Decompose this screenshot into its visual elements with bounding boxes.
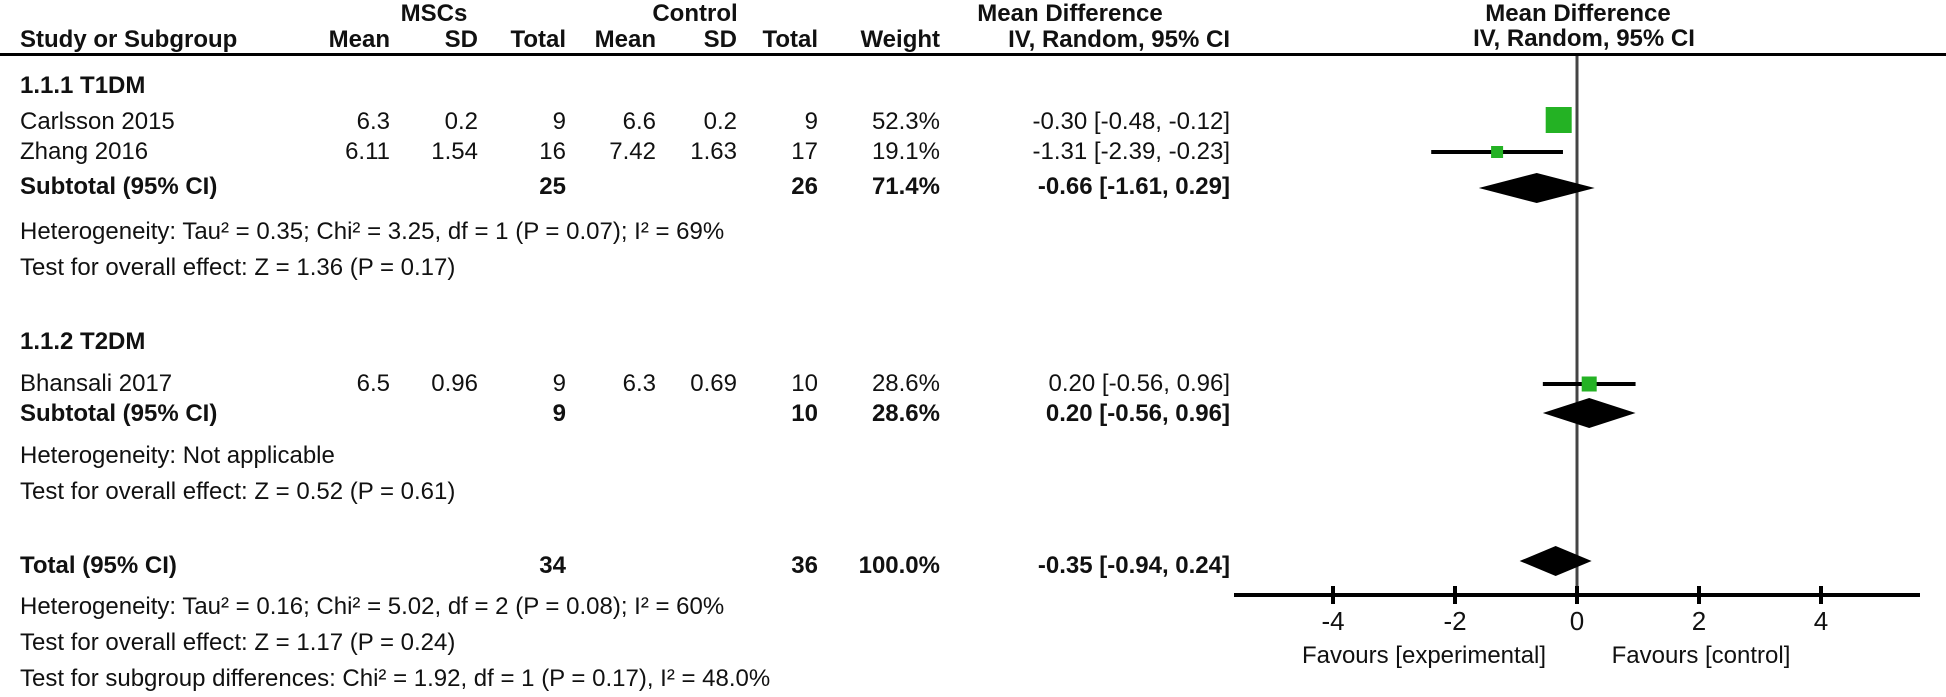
subtotal-row-t1dm: Subtotal (95% CI) 25 26 71.4% -0.66 [-1.…	[20, 172, 1230, 202]
control-sd-value: 1.63	[690, 138, 737, 165]
control-sd-column-header: SD	[703, 26, 737, 53]
overall-effect-line-total: Test for overall effect: Z = 1.17 (P = 0…	[20, 629, 456, 656]
weight-value: 100.0%	[858, 552, 940, 579]
control-sd-value: 0.69	[690, 370, 737, 397]
mscs-total-value: 9	[552, 370, 566, 397]
ci-value: -1.31 [-2.39, -0.23]	[1032, 138, 1230, 165]
section-title-t1dm: 1.1.1 T1DM	[20, 72, 146, 99]
mscs-total-value: 9	[552, 108, 566, 135]
overall-effect-line-t2dm: Test for overall effect: Z = 0.52 (P = 0…	[20, 478, 456, 505]
subtotal-label: Subtotal (95% CI)	[20, 173, 218, 200]
control-total-column-header: Total	[762, 26, 818, 53]
overall-effect-line-t1dm: Test for overall effect: Z = 1.36 (P = 0…	[20, 254, 456, 281]
mscs-sd-value: 0.96	[431, 370, 478, 397]
header-underline	[0, 53, 1946, 56]
weight-value: 28.6%	[871, 370, 940, 397]
study-column-header: Study or Subgroup	[20, 26, 238, 53]
mscs-mean-column-header: Mean	[328, 26, 390, 53]
effect-square	[1491, 146, 1504, 158]
weight-value: 19.1%	[871, 138, 940, 165]
ci-value: 0.20 [-0.56, 0.96]	[1045, 400, 1230, 427]
mscs-total-column-header: Total	[510, 26, 566, 53]
mscs-mean-value: 6.3	[356, 108, 390, 135]
ci-value: -0.30 [-0.48, -0.12]	[1032, 108, 1230, 135]
total-row: Total (95% CI) 34 36 100.0% -0.35 [-0.94…	[20, 551, 1230, 581]
mscs-total-value: 34	[539, 552, 566, 579]
ci-column-header: IV, Random, 95% CI	[1008, 26, 1230, 53]
weight-column-header: Weight	[860, 26, 940, 53]
mscs-sd-value: 0.2	[444, 108, 478, 135]
mscs-mean-value: 6.11	[345, 138, 390, 165]
weight-value: 52.3%	[871, 108, 940, 135]
heterogeneity-line-t1dm: Heterogeneity: Tau² = 0.35; Chi² = 3.25,…	[20, 218, 725, 245]
ci-plot-subheader: IV, Random, 95% CI	[1473, 25, 1695, 52]
subtotal-label: Subtotal (95% CI)	[20, 400, 218, 427]
control-mean-value: 6.3	[622, 370, 656, 397]
subgroup-differences-line: Test for subgroup differences: Chi² = 1.…	[20, 665, 771, 692]
mean-difference-header-right: Mean Difference	[1485, 0, 1671, 27]
weight-value: 71.4%	[871, 173, 940, 200]
mscs-total-value: 25	[539, 173, 566, 200]
x-tick-label: -4	[1321, 606, 1345, 636]
subtotal-row-t2dm: Subtotal (95% CI) 9 10 28.6% 0.20 [-0.56…	[20, 399, 1230, 429]
summary-diamond	[1542, 398, 1636, 428]
study-row-zhang-2016: Zhang 2016 6.11 1.54 16 7.42 1.63 17 19.…	[20, 137, 1230, 167]
study-name: Bhansali 2017	[20, 370, 173, 397]
control-group-header: Control	[652, 0, 738, 27]
total-label: Total (95% CI)	[20, 552, 177, 579]
control-total-value: 26	[791, 173, 818, 200]
control-total-value: 17	[791, 138, 818, 165]
summary-diamond	[1478, 173, 1595, 203]
section-title-t2dm: 1.1.2 T2DM	[20, 328, 146, 355]
x-tick-label: 0	[1569, 606, 1585, 636]
control-mean-value: 6.6	[622, 108, 656, 135]
column-header-row: Study or Subgroup Mean SD Total Mean SD …	[20, 25, 1230, 55]
mscs-total-value: 9	[552, 400, 566, 427]
effect-square	[1581, 376, 1597, 392]
control-mean-column-header: Mean	[594, 26, 656, 53]
ci-value: 0.20 [-0.56, 0.96]	[1048, 370, 1230, 397]
mscs-sd-value: 1.54	[431, 138, 478, 165]
mscs-mean-value: 6.5	[356, 370, 390, 397]
ci-value: -0.66 [-1.61, 0.29]	[1037, 173, 1230, 200]
control-mean-value: 7.42	[609, 138, 656, 165]
x-tick-label: -2	[1443, 606, 1467, 636]
study-row-carlsson-2015: Carlsson 2015 6.3 0.2 9 6.6 0.2 9 52.3% …	[20, 107, 1230, 137]
favours-experimental-label: Favours [experimental]	[1301, 642, 1547, 669]
control-total-value: 36	[791, 552, 818, 579]
favours-control-label: Favours [control]	[1611, 642, 1791, 669]
mscs-total-value: 16	[539, 138, 566, 165]
control-total-value: 9	[804, 108, 818, 135]
weight-value: 28.6%	[871, 400, 940, 427]
heterogeneity-line-t2dm: Heterogeneity: Not applicable	[20, 442, 335, 469]
control-total-value: 10	[791, 400, 818, 427]
study-row-bhansali-2017: Bhansali 2017 6.5 0.96 9 6.3 0.69 10 28.…	[20, 369, 1230, 399]
x-tick-label: 2	[1691, 606, 1707, 636]
study-name: Carlsson 2015	[20, 108, 175, 135]
mscs-group-header: MSCs	[400, 0, 468, 27]
mscs-sd-column-header: SD	[444, 26, 478, 53]
control-sd-value: 0.2	[703, 108, 737, 135]
mean-difference-header-left: Mean Difference	[977, 0, 1163, 27]
control-total-value: 10	[791, 370, 818, 397]
study-name: Zhang 2016	[20, 138, 149, 165]
summary-diamond	[1519, 546, 1592, 576]
heterogeneity-line-total: Heterogeneity: Tau² = 0.16; Chi² = 5.02,…	[20, 593, 725, 620]
effect-square	[1545, 107, 1572, 133]
x-tick-label: 4	[1813, 606, 1829, 636]
ci-value: -0.35 [-0.94, 0.24]	[1037, 552, 1230, 579]
